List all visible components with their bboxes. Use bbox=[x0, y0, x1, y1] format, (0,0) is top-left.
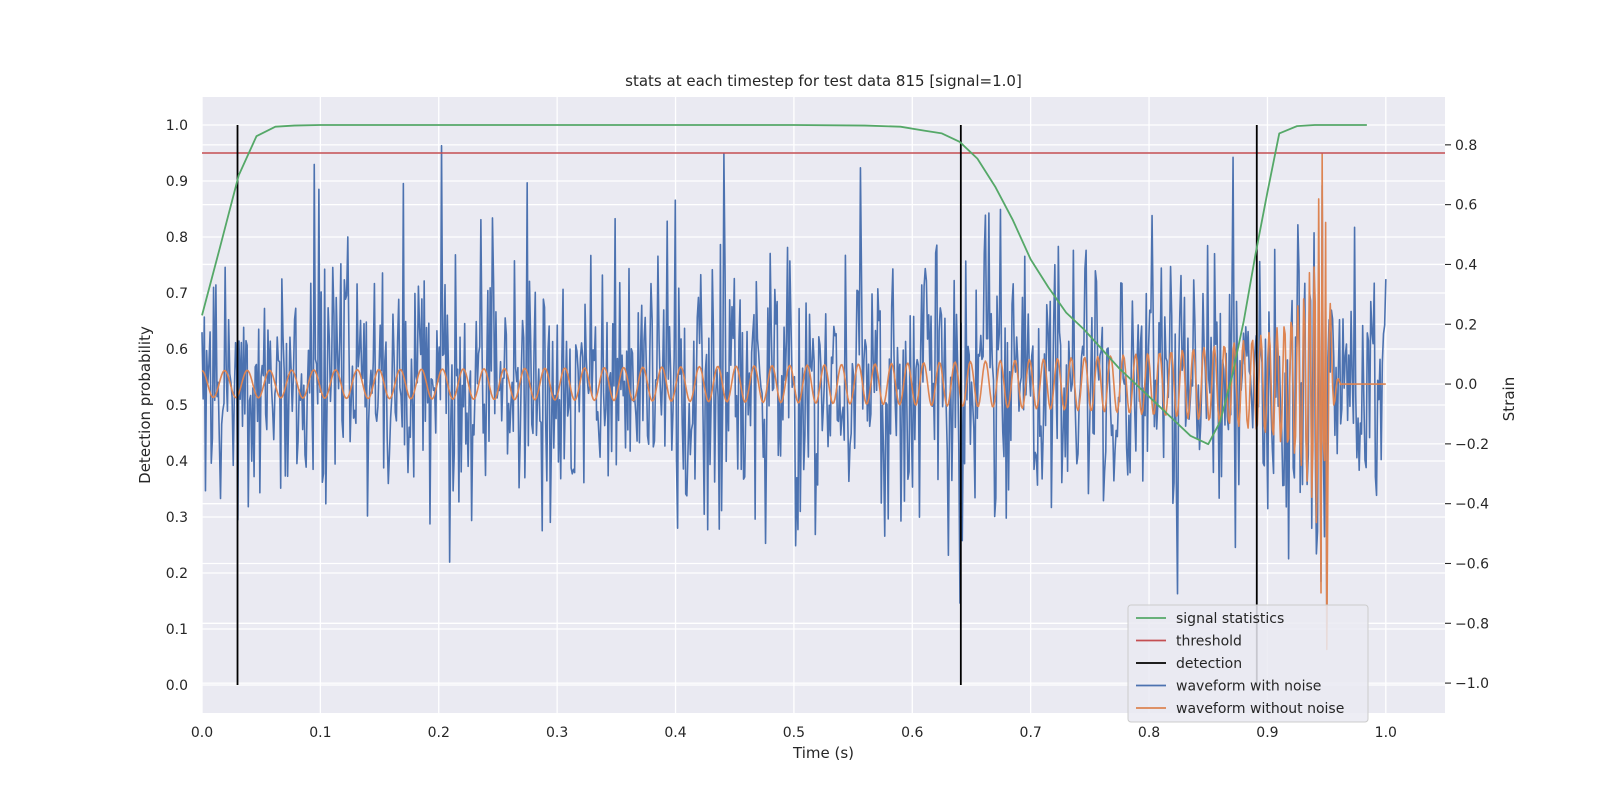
left-y-tick-label: 0.2 bbox=[166, 566, 188, 582]
legend-item-waveform-with-noise: waveform with noise bbox=[1136, 679, 1321, 695]
left-y-tick-label: 0.4 bbox=[166, 454, 188, 470]
right-y-tick-label: 0.0 bbox=[1455, 377, 1477, 393]
right-y-tick-label: −1.0 bbox=[1455, 676, 1489, 692]
legend-item-waveform-without-noise: waveform without noise bbox=[1136, 701, 1344, 717]
legend-label-threshold: threshold bbox=[1176, 634, 1242, 650]
waveform-without-noise-series bbox=[201, 153, 1386, 651]
x-tick-label: 0.1 bbox=[309, 725, 331, 741]
detection-series bbox=[236, 125, 1258, 685]
left-y-tick-label: 0.1 bbox=[166, 622, 188, 638]
legend-label-waveform-with-noise: waveform with noise bbox=[1176, 679, 1321, 695]
x-tick-label: 0.0 bbox=[191, 725, 213, 741]
x-tick-label: 0.4 bbox=[664, 725, 686, 741]
legend-item-threshold: threshold bbox=[1136, 634, 1242, 650]
right-y-axis-label: Strain bbox=[1500, 377, 1518, 421]
left-y-tick-label: 0.8 bbox=[166, 230, 188, 246]
left-y-tick-label: 0.9 bbox=[166, 174, 188, 190]
legend-item-detection: detection bbox=[1136, 656, 1242, 672]
legend-label-waveform-without-noise: waveform without noise bbox=[1176, 701, 1344, 717]
x-tick-label: 0.2 bbox=[428, 725, 450, 741]
x-axis-label: Time (s) bbox=[792, 744, 854, 762]
x-tick-label: 0.3 bbox=[546, 725, 568, 741]
right-y-tick-label: −0.2 bbox=[1455, 437, 1489, 453]
x-tick-label: 0.5 bbox=[783, 725, 805, 741]
x-tick-label: 0.9 bbox=[1256, 725, 1278, 741]
waveform-without-noise-line bbox=[201, 153, 1386, 651]
signal-statistics-series bbox=[201, 124, 1367, 446]
left-y-tick-label: 0.5 bbox=[166, 398, 188, 414]
left-y-tick-label: 0.0 bbox=[166, 678, 188, 694]
left-y-tick-label: 0.3 bbox=[166, 510, 188, 526]
right-y-axis-ticks: −1.0 −0.8 −0.6 −0.4 −0.2 0.0 0.2 0.4 0.6 0.8 bbox=[1445, 138, 1489, 692]
right-y-tick-label: 0.6 bbox=[1455, 198, 1477, 214]
left-y-axis-label: Detection probability bbox=[136, 326, 154, 484]
left-y-tick-label: 0.7 bbox=[166, 286, 188, 302]
right-y-tick-label: 0.2 bbox=[1455, 317, 1477, 333]
signal-statistics-line bbox=[201, 124, 1367, 446]
legend-label-signal-statistics: signal statistics bbox=[1176, 611, 1284, 627]
x-tick-label: 0.8 bbox=[1138, 725, 1160, 741]
legend: signal statistics threshold detection wa… bbox=[1127, 604, 1369, 723]
left-y-tick-label: 0.6 bbox=[166, 342, 188, 358]
right-y-tick-label: 0.8 bbox=[1455, 138, 1477, 154]
right-y-tick-label: 0.4 bbox=[1455, 257, 1477, 273]
right-y-tick-label: −0.4 bbox=[1455, 497, 1489, 513]
legend-label-detection: detection bbox=[1176, 656, 1242, 672]
left-y-axis-ticks: 0.0 0.1 0.2 0.3 0.4 0.5 0.6 0.7 0.8 0.9 1.0 bbox=[166, 118, 188, 694]
x-axis-ticks: 0.0 0.1 0.2 0.3 0.4 0.5 0.6 0.7 0.8 0.9 1.0 bbox=[191, 725, 1397, 741]
right-y-tick-label: −0.6 bbox=[1455, 556, 1489, 572]
left-y-tick-label: 1.0 bbox=[166, 118, 188, 134]
legend-item-signal-statistics: signal statistics bbox=[1136, 611, 1284, 627]
x-tick-label: 1.0 bbox=[1375, 725, 1397, 741]
x-tick-label: 0.6 bbox=[901, 725, 923, 741]
right-y-tick-label: −0.8 bbox=[1455, 616, 1489, 632]
x-tick-label: 0.7 bbox=[1020, 725, 1042, 741]
legend-box bbox=[1127, 604, 1369, 723]
chart-title: stats at each timestep for test data 815… bbox=[625, 72, 1022, 90]
